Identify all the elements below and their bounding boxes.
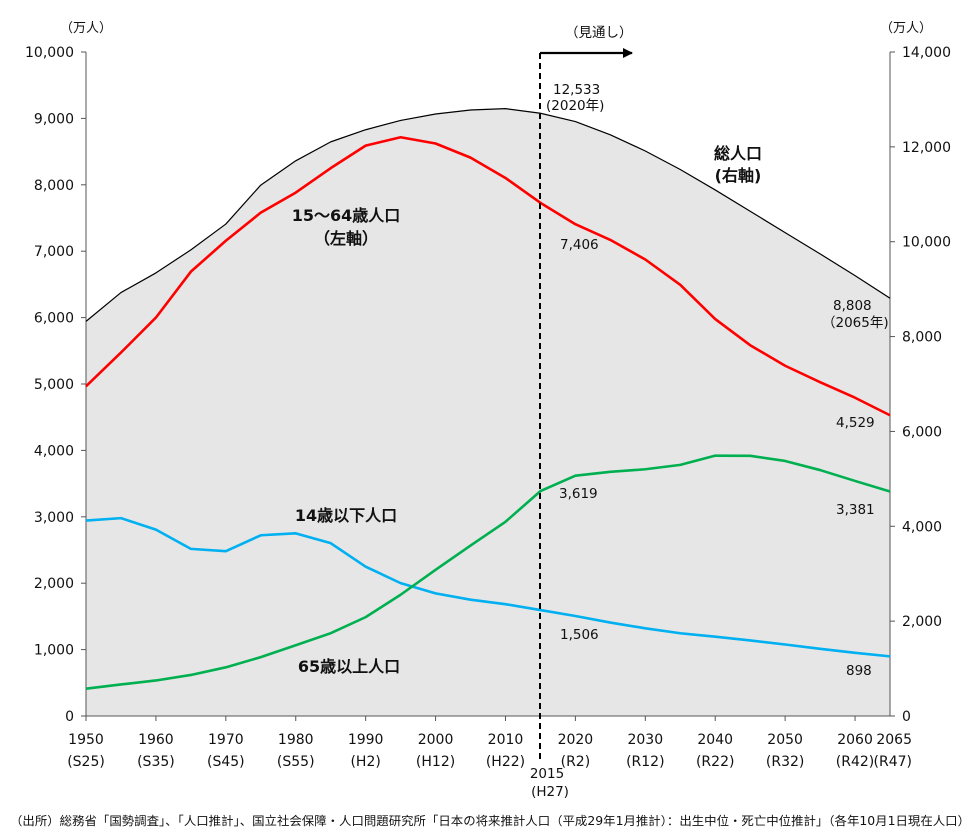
elderly-line xyxy=(85,454,891,691)
x-tick-year: 2020 xyxy=(558,732,594,748)
right-axis-unit: （万人） xyxy=(880,21,932,36)
left-tick-label: 6,000 xyxy=(34,311,74,327)
x-tick-year: 2060 xyxy=(837,732,873,748)
source-footnote: （出所）総務省「国勢調査」、「人口推計」、国立社会保障・人口問題研究所「日本の将… xyxy=(10,813,970,828)
x-tick-era: (S55) xyxy=(277,754,315,770)
annotation-children-2065: 898 xyxy=(846,663,872,679)
left-tick-label: 1,000 xyxy=(34,643,74,659)
x-tick-era: (R42) xyxy=(836,754,874,770)
annotation-total-2065-value: 8,808 xyxy=(833,298,872,314)
series-label-children: 14歳以下人口 xyxy=(295,506,397,525)
left-tick-label: 4,000 xyxy=(34,443,74,459)
right-tick-label: 0 xyxy=(902,709,911,725)
series-label-working: 15～64歳人口 xyxy=(292,206,401,225)
annotation-total-2020-value: 12,533 xyxy=(553,82,600,98)
series-label-working-axis: （左軸） xyxy=(314,229,378,248)
right-tick-label: 10,000 xyxy=(902,235,951,251)
annotation-elderly-2065: 3,381 xyxy=(836,502,875,518)
right-tick-label: 2,000 xyxy=(902,614,942,630)
projection-label: （見通し） xyxy=(565,25,633,41)
left-tick-label: 8,000 xyxy=(34,178,74,194)
x-tick-era: (S25) xyxy=(67,754,105,770)
x-tick-year: 2030 xyxy=(627,732,663,748)
left-axis-unit: （万人） xyxy=(60,21,112,36)
x-tick-year: 2010 xyxy=(488,732,524,748)
series-label-total-axis: (右軸) xyxy=(715,166,762,185)
x-tick-era: (S45) xyxy=(207,754,245,770)
left-tick-label: 10,000 xyxy=(25,45,74,61)
x-tick-era: (H22) xyxy=(486,754,525,770)
children-line xyxy=(85,516,891,658)
right-tick-label: 12,000 xyxy=(902,140,951,156)
x-tick-year: 1990 xyxy=(348,732,384,748)
x-tick-era: (S35) xyxy=(137,754,175,770)
left-tick-label: 9,000 xyxy=(34,111,74,127)
x-tick-era: (H2) xyxy=(350,754,380,770)
left-tick-label: 7,000 xyxy=(34,244,74,260)
x-tick-era: (R32) xyxy=(766,754,804,770)
left-tick-label: 3,000 xyxy=(34,510,74,526)
divider-era-label: (H27) xyxy=(531,784,569,800)
x-tick-year: 2040 xyxy=(697,732,733,748)
working-age-line xyxy=(85,135,891,417)
series-label-total: 総人口 xyxy=(714,144,762,163)
annotation-working-2065: 4,529 xyxy=(836,415,875,431)
annotation-elderly-2020: 3,619 xyxy=(559,486,598,502)
x-tick-year: 1950 xyxy=(68,732,104,748)
right-tick-label: 14,000 xyxy=(902,45,951,61)
x-tick-year: 1970 xyxy=(208,732,244,748)
annotation-total-2065-year: （2065年) xyxy=(822,315,889,331)
x-tick-year: 2000 xyxy=(418,732,454,748)
right-tick-label: 8,000 xyxy=(902,330,942,346)
right-tick-label: 4,000 xyxy=(902,519,942,535)
right-tick-label: 6,000 xyxy=(902,424,942,440)
x-tick-era-last: (R47) xyxy=(874,754,912,770)
total-area xyxy=(86,108,890,717)
x-tick-year: 1980 xyxy=(278,732,314,748)
annotation-total-2020-year: (2020年) xyxy=(546,98,604,114)
x-tick-era: (R2) xyxy=(561,754,591,770)
left-tick-label: 0 xyxy=(65,709,74,725)
left-tick-label: 2,000 xyxy=(34,576,74,592)
x-tick-year: 2050 xyxy=(767,732,803,748)
divider-year-label: 2015 xyxy=(530,766,564,782)
annotation-children-2020: 1,506 xyxy=(560,627,599,643)
x-tick-era: (H12) xyxy=(416,754,455,770)
x-tick-era: (R22) xyxy=(696,754,734,770)
series-label-elderly: 65歳以上人口 xyxy=(298,657,400,676)
total-population-line xyxy=(85,108,891,322)
x-tick-era: (R12) xyxy=(626,754,664,770)
x-tick-year-last: 2065 xyxy=(876,732,912,748)
left-tick-label: 5,000 xyxy=(34,377,74,393)
x-tick-year: 1960 xyxy=(138,732,174,748)
annotation-working-2020: 7,406 xyxy=(560,237,599,253)
